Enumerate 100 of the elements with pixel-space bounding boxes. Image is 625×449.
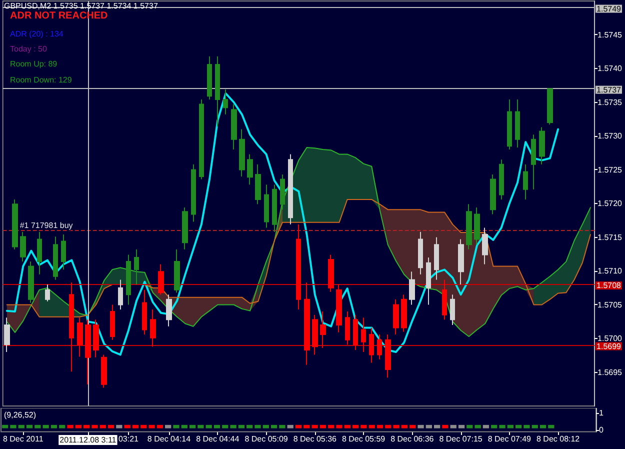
candlestick <box>328 254 334 292</box>
candlestick <box>247 154 253 186</box>
candlestick <box>77 317 83 358</box>
y-tick-label: 1.5715 <box>598 232 623 242</box>
candlestick <box>166 294 172 327</box>
candlestick <box>466 204 472 250</box>
ref-line-label: 1.5749 <box>596 4 622 14</box>
annotation: Room Up: 89 <box>10 60 58 68</box>
candlestick <box>12 198 18 250</box>
candlestick <box>401 294 407 332</box>
candlestick <box>474 207 480 246</box>
ref-line-label: 1.5699 <box>596 342 622 351</box>
candlestick <box>61 234 66 270</box>
candlestick <box>304 282 310 366</box>
candlestick <box>409 271 415 306</box>
x-tick-label: 2011.12.08 3:11 <box>60 436 117 444</box>
candlestick <box>272 184 277 232</box>
candlestick <box>191 164 196 222</box>
candlestick <box>174 248 180 294</box>
candlestick <box>85 319 91 385</box>
y-tick-label: 1.5695 <box>598 368 623 377</box>
candlestick <box>547 88 553 126</box>
ref-line-label: 1.5737 <box>596 85 622 94</box>
line-series <box>6 92 560 356</box>
candlestick <box>539 126 545 165</box>
ref-line-label: 1.5708 <box>596 281 622 290</box>
x-tick-label: 8 Dec 2011 <box>2 434 44 444</box>
candlestick <box>199 99 204 180</box>
candlestick <box>118 279 123 310</box>
candlestick <box>312 314 318 356</box>
candlestick <box>264 184 269 228</box>
candlestick <box>434 236 439 280</box>
annotation: Today : 50 <box>10 44 48 54</box>
y-tick-label: 1.5700 <box>598 334 623 343</box>
x-tick-label: 03:21 <box>118 434 140 444</box>
candlestick <box>231 104 237 150</box>
chart-title: (9,26,52) <box>4 410 36 420</box>
x-tick-label: 8 Dec 05:59 <box>342 434 386 444</box>
x-tick-label: 8 Dec 07:49 <box>488 434 532 444</box>
annotation: Room Down: 129 <box>10 76 72 84</box>
candlestick <box>426 257 431 306</box>
x-tick-label: 8 Dec 05:09 <box>244 434 288 444</box>
line-series <box>6 198 591 318</box>
candlestick <box>377 334 382 360</box>
y-tick-label: 1.5720 <box>598 199 623 208</box>
candlestick <box>336 284 342 333</box>
candlestick <box>182 207 188 250</box>
candlestick <box>207 56 212 100</box>
y-tick-label: 1.5740 <box>598 64 623 73</box>
x-tick-label: 8 Dec 04:44 <box>196 434 240 444</box>
candlestick <box>482 227 488 265</box>
candlestick <box>280 174 285 210</box>
candlestick <box>490 174 496 215</box>
candlestick <box>515 99 520 148</box>
candlestick <box>361 317 366 352</box>
candlestick <box>126 254 131 306</box>
candlestick <box>288 154 293 225</box>
y-tick-label: 1.5705 <box>598 300 623 310</box>
candlestick <box>45 284 50 302</box>
candlestick <box>458 238 464 285</box>
candlestick <box>369 327 374 364</box>
x-tick-label: 8 Dec 04:14 <box>147 434 192 444</box>
candlestick <box>134 248 139 285</box>
y-tick-label: 1.5735 <box>598 98 623 107</box>
candlestick <box>296 224 301 310</box>
x-tick-label: 8 Dec 05:36 <box>293 434 338 444</box>
candlestick <box>418 231 423 275</box>
candlestick <box>158 264 164 296</box>
candlestick <box>239 128 245 177</box>
candlestick <box>142 289 147 335</box>
candlestick <box>4 317 10 352</box>
candlestick <box>523 164 528 200</box>
candlestick <box>215 56 220 128</box>
candlestick <box>393 298 399 335</box>
candlestick <box>507 99 512 150</box>
x-tick-label: 8 Dec 08:12 <box>536 434 580 444</box>
candlestick <box>37 231 42 275</box>
candlestick <box>320 311 326 348</box>
y-tick-label: 1.5730 <box>598 132 623 140</box>
candlestick <box>499 159 504 200</box>
ref-line-label: #1 717981 buy <box>20 221 73 230</box>
candlestick <box>150 308 156 348</box>
candlestick <box>345 311 350 346</box>
candlestick <box>353 314 358 350</box>
candlestick <box>255 164 261 205</box>
y-tick-label: 1.5725 <box>598 165 623 174</box>
y-tick-label: 1.5745 <box>598 30 623 40</box>
annotation: ADR (20) : 134 <box>10 30 64 38</box>
candlestick <box>385 334 391 378</box>
candlestick <box>69 282 74 372</box>
candlestick <box>223 88 228 115</box>
candlestick <box>450 294 455 326</box>
y-tick-label: 1.5710 <box>598 266 623 276</box>
candlestick <box>531 134 536 190</box>
candlestick <box>442 279 447 320</box>
x-tick-label: 8 Dec 07:15 <box>439 434 483 444</box>
candlestick <box>20 231 26 262</box>
candlestick <box>53 236 58 280</box>
candlestick <box>93 319 99 358</box>
candlestick <box>110 304 115 340</box>
